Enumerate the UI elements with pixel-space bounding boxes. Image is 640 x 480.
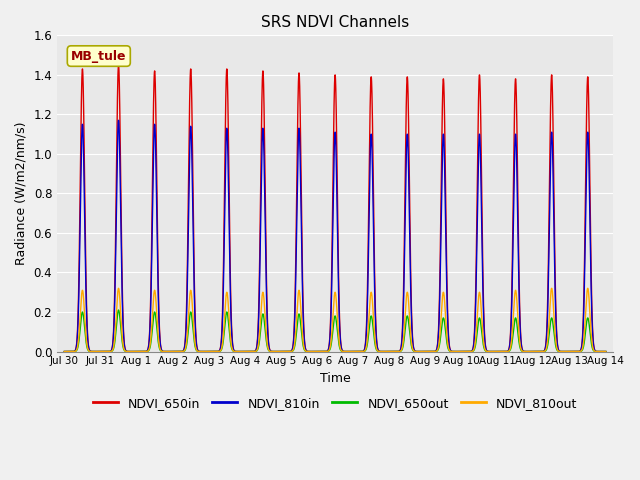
Legend: NDVI_650in, NDVI_810in, NDVI_650out, NDVI_810out: NDVI_650in, NDVI_810in, NDVI_650out, NDV… xyxy=(88,392,582,415)
Text: MB_tule: MB_tule xyxy=(71,49,127,62)
Line: NDVI_650out: NDVI_650out xyxy=(65,310,606,351)
NDVI_650in xyxy=(263,306,271,312)
NDVI_650in xyxy=(410,346,417,351)
NDVI_810in xyxy=(115,118,122,123)
NDVI_650out xyxy=(487,348,495,354)
Title: SRS NDVI Channels: SRS NDVI Channels xyxy=(261,15,409,30)
NDVI_650in xyxy=(61,348,68,354)
NDVI_650out xyxy=(61,348,68,354)
NDVI_650out xyxy=(115,307,122,313)
NDVI_650in xyxy=(600,348,608,354)
NDVI_650in xyxy=(115,62,122,68)
NDVI_810in xyxy=(487,348,495,354)
X-axis label: Time: Time xyxy=(320,372,351,385)
NDVI_810out xyxy=(177,348,184,354)
Line: NDVI_810in: NDVI_810in xyxy=(65,120,606,351)
NDVI_650out xyxy=(602,348,610,354)
NDVI_650out xyxy=(263,343,271,349)
NDVI_650out xyxy=(600,348,608,354)
Y-axis label: Radiance (W/m2/nm/s): Radiance (W/m2/nm/s) xyxy=(15,122,28,265)
NDVI_650in xyxy=(177,348,184,354)
NDVI_810in xyxy=(61,348,68,354)
Line: NDVI_650in: NDVI_650in xyxy=(65,65,606,351)
NDVI_650out xyxy=(177,348,184,354)
NDVI_810out xyxy=(600,348,608,354)
NDVI_810in xyxy=(602,348,610,354)
NDVI_810out xyxy=(410,348,417,354)
NDVI_810in xyxy=(177,348,184,354)
NDVI_810in xyxy=(600,348,608,354)
NDVI_810out xyxy=(584,286,591,291)
NDVI_810out xyxy=(171,348,179,354)
NDVI_810out xyxy=(487,348,495,354)
NDVI_810out xyxy=(602,348,610,354)
NDVI_810in xyxy=(171,348,179,354)
NDVI_810out xyxy=(263,339,271,345)
NDVI_650out xyxy=(171,348,179,354)
NDVI_650out xyxy=(410,348,417,354)
NDVI_810out xyxy=(61,348,68,354)
NDVI_650in xyxy=(602,348,610,354)
NDVI_650in xyxy=(171,348,179,354)
NDVI_810in xyxy=(410,346,417,352)
Line: NDVI_810out: NDVI_810out xyxy=(65,288,606,351)
NDVI_650in xyxy=(487,348,495,354)
NDVI_810in xyxy=(263,315,271,321)
